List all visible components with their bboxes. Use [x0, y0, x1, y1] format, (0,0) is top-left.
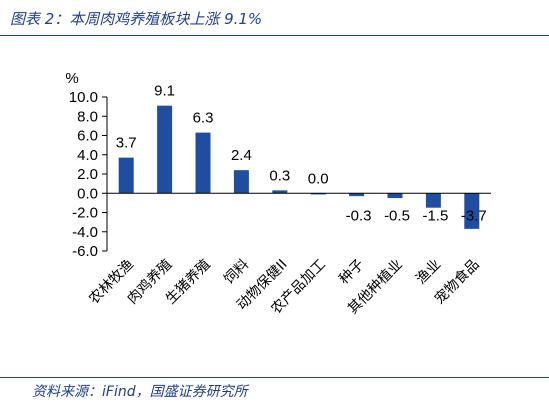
y-tick-label: 10.0 [69, 89, 98, 106]
category-label: 渔业 [413, 257, 444, 288]
y-tick-label: -2.0 [72, 205, 98, 222]
y-tick-label: -4.0 [72, 224, 98, 241]
data-label: 0.3 [269, 167, 290, 184]
data-label: 0.0 [308, 170, 329, 187]
y-tick-label: 4.0 [77, 147, 98, 164]
y-tick-label: 2.0 [77, 166, 98, 183]
bars: 3.7 9.1 6.3 2.4 0.3 0.0 -0.3 -0.5 -1.5 -3.7 [116, 83, 487, 229]
data-label: 3.7 [116, 135, 137, 152]
data-label: -0.5 [384, 207, 410, 224]
y-tick-label: 0.0 [77, 185, 98, 202]
bar [387, 193, 403, 199]
y-tick-label: -6.0 [72, 243, 98, 260]
source-note: 资料来源：iFind，国盛证券研究所 [32, 384, 248, 400]
data-label: -1.5 [422, 207, 448, 224]
source-divider [0, 377, 549, 378]
bar [425, 193, 441, 208]
bar [118, 157, 134, 194]
title-divider [0, 35, 549, 36]
bar [233, 170, 249, 194]
data-label: 9.1 [154, 83, 175, 100]
bar [349, 193, 365, 197]
bar [195, 132, 211, 194]
bar [157, 105, 173, 194]
chart-title: 图表 2：本周肉鸡养殖板块上涨 9.1% [10, 10, 263, 28]
y-axis-unit-label: % [65, 70, 78, 87]
bar [272, 190, 288, 194]
bar [464, 193, 480, 229]
data-label: -3.7 [461, 207, 487, 224]
category-label: 种子 [336, 257, 367, 288]
data-label: -0.3 [346, 207, 372, 224]
y-tick-label: 6.0 [77, 128, 98, 145]
category-label: 饲料 [221, 257, 252, 288]
y-tick-label: 8.0 [77, 108, 98, 125]
bar-chart: % 10.0 8.0 6.0 4.0 2.0 0.0 -2.0 -4.0 -6.0 3.7 9.1… [65, 70, 491, 317]
y-axis: 10.0 8.0 6.0 4.0 2.0 0.0 -2.0 -4.0 -6.0 [69, 89, 108, 260]
data-label: 2.4 [231, 147, 252, 164]
bar [310, 193, 326, 195]
data-label: 6.3 [193, 110, 214, 127]
